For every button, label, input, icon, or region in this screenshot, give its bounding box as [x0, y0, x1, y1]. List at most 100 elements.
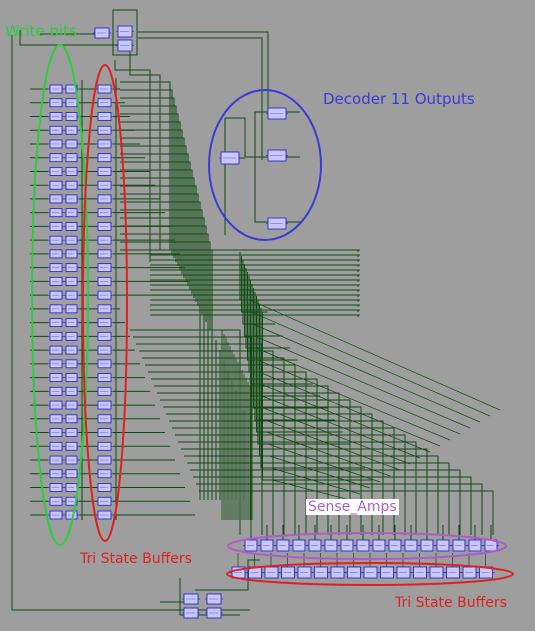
decoder-cell [266, 217, 288, 230]
write-bit-cell [64, 386, 79, 396]
wire [254, 157, 268, 223]
tri-state-bottom-cell [279, 566, 297, 579]
wire [120, 89, 173, 254]
tri-state-left-cell [96, 112, 113, 121]
tri-state-left-cell [96, 469, 113, 479]
tri-state-left-cell [96, 125, 113, 135]
tri-state-left-cell [96, 222, 113, 231]
write-bit-cell [48, 249, 64, 259]
tri-state-bottom-cell [428, 566, 445, 579]
wire [245, 268, 290, 349]
sense-amps-label: Sense_Amps [306, 499, 399, 515]
control-cell [116, 25, 134, 38]
wire [184, 455, 439, 535]
tri-state-bottom-cell [329, 566, 346, 579]
write-bit-cell [48, 235, 64, 245]
wire [175, 434, 406, 535]
tri-state-left-cell [96, 441, 113, 451]
bottom-control-cell [205, 593, 223, 605]
wire [120, 241, 211, 330]
tri-state-left-cell [96, 235, 113, 245]
wire [136, 343, 263, 535]
wire [120, 113, 179, 266]
write-bit-cell [48, 400, 64, 410]
decoder-label: Decoder 11 Outputs [323, 90, 475, 108]
wire [133, 336, 252, 535]
wire [114, 60, 151, 262]
wire [195, 559, 260, 591]
tri-state-left-cell [96, 483, 113, 492]
wire [139, 350, 274, 535]
wire [120, 145, 187, 282]
control-cell [116, 39, 134, 52]
tri-state-left-cell [96, 510, 113, 520]
sense-amp-cell [291, 539, 307, 552]
tri-state-left-cell [96, 400, 113, 410]
write-bit-cell [48, 318, 64, 328]
write-bit-cell [64, 153, 79, 163]
wire [256, 296, 343, 433]
wire [225, 117, 246, 157]
decoder-cell [219, 151, 241, 165]
tri-state-left-cell [96, 167, 113, 176]
decoder-cell [266, 149, 288, 162]
sense-amp-cell [243, 539, 259, 552]
cell-layer [48, 25, 499, 619]
write-bit-cell [48, 373, 64, 382]
write-bit-cell [64, 441, 79, 451]
write-bit-cell [64, 84, 79, 94]
sense-amp-cell [467, 539, 483, 552]
tri-state-left-cell [96, 276, 113, 286]
wire [251, 311, 491, 417]
tri-state-left-cell [96, 386, 113, 396]
write-bit-cell [64, 249, 79, 259]
wire [142, 357, 285, 535]
write-bit-cell [48, 496, 64, 506]
write-bit-cell [64, 414, 79, 424]
wire [169, 420, 384, 535]
wire [120, 97, 175, 258]
wire [193, 476, 472, 535]
write-bit-cell [48, 112, 64, 121]
tri-state-left-ellipse [82, 64, 128, 542]
write-bit-cell [48, 194, 64, 204]
tri-state-left-label: Tri State Buffers [80, 551, 192, 567]
write-bit-cell [48, 153, 64, 163]
write-bit-cell [48, 180, 64, 190]
wire [260, 383, 431, 453]
write-bit-cell [64, 290, 79, 300]
wire [190, 469, 461, 535]
write-bit-cell [64, 496, 79, 506]
write-bit-cell [64, 428, 79, 437]
wire [199, 490, 494, 535]
write-bit-cell [64, 222, 79, 231]
wire [138, 37, 263, 160]
write-bit-cell [48, 510, 64, 520]
wire [244, 264, 283, 337]
wire [120, 169, 193, 294]
wire [148, 371, 307, 535]
wire [257, 359, 451, 441]
write-bit-cell [64, 304, 79, 314]
tri-state-left-cell [96, 331, 113, 341]
write-bit-cell [64, 125, 79, 135]
write-bit-cell [48, 208, 64, 218]
write-bit-cell [48, 469, 64, 479]
wire [120, 137, 185, 278]
wire [157, 392, 340, 535]
sense-amp-cell [275, 539, 291, 552]
sense-amp-cell [451, 539, 467, 552]
write-bit-cell [64, 331, 79, 341]
write-bit-cell [64, 318, 79, 328]
write-bit-cell [48, 455, 64, 465]
sense-amp-cell [355, 539, 371, 552]
tri-state-bottom-cell [362, 566, 379, 579]
write-bit-cell [48, 386, 64, 396]
write-bit-cell [64, 400, 79, 410]
wire [242, 260, 275, 325]
write-bit-cell [64, 139, 79, 149]
wire [253, 288, 328, 409]
sense-amp-cell [259, 539, 275, 552]
write-bit-cell [64, 276, 79, 286]
